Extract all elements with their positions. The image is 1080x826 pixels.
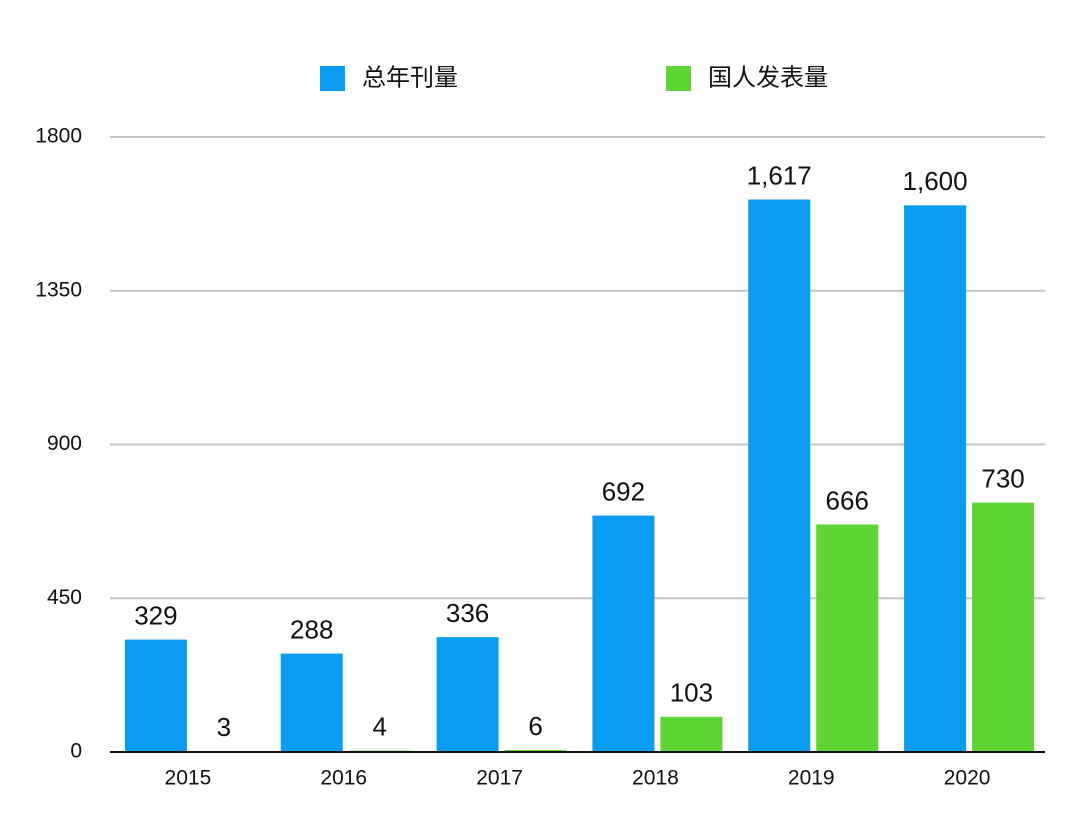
y-tick-label: 1800 bbox=[35, 125, 82, 148]
legend-swatch bbox=[320, 66, 345, 91]
x-tick-label: 2019 bbox=[788, 767, 835, 790]
bar bbox=[124, 639, 187, 752]
value-label: 288 bbox=[290, 614, 333, 644]
x-tick-label: 2016 bbox=[320, 767, 367, 790]
bar bbox=[592, 515, 655, 752]
bar bbox=[972, 502, 1035, 752]
x-tick-label: 2018 bbox=[632, 767, 679, 790]
legend-swatch bbox=[666, 66, 691, 91]
bar bbox=[904, 205, 967, 753]
value-label: 692 bbox=[602, 476, 645, 506]
bar bbox=[280, 653, 343, 752]
x-tick-label: 2017 bbox=[476, 767, 523, 790]
bar bbox=[504, 749, 567, 752]
bar bbox=[660, 716, 723, 752]
legend-label: 国人发表量 bbox=[708, 64, 828, 91]
value-label: 6 bbox=[528, 711, 542, 741]
value-label: 730 bbox=[981, 463, 1024, 493]
x-tick-label: 2020 bbox=[944, 767, 991, 790]
y-tick-label: 1350 bbox=[35, 278, 82, 301]
bar bbox=[436, 637, 499, 752]
y-tick-label: 900 bbox=[47, 432, 82, 455]
y-tick-label: 0 bbox=[70, 740, 82, 763]
legend-label: 总年刊量 bbox=[362, 64, 458, 91]
value-label: 329 bbox=[134, 600, 177, 630]
bar bbox=[748, 199, 811, 752]
y-tick-label: 450 bbox=[47, 586, 82, 609]
value-label: 3 bbox=[217, 712, 231, 742]
value-label: 4 bbox=[373, 712, 387, 742]
value-label: 666 bbox=[826, 485, 869, 515]
value-label: 1,600 bbox=[903, 166, 968, 196]
value-label: 336 bbox=[446, 598, 489, 628]
bar bbox=[816, 524, 879, 752]
value-label: 1,617 bbox=[747, 160, 812, 190]
x-tick-label: 2015 bbox=[165, 767, 212, 790]
value-label: 103 bbox=[670, 678, 713, 708]
